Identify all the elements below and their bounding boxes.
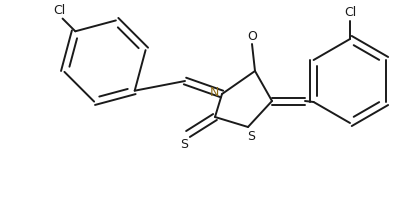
Text: Cl: Cl [53,4,66,17]
Text: O: O [247,29,257,43]
Text: S: S [247,131,255,143]
Text: N: N [209,86,219,99]
Text: Cl: Cl [344,7,356,20]
Text: S: S [180,138,188,150]
